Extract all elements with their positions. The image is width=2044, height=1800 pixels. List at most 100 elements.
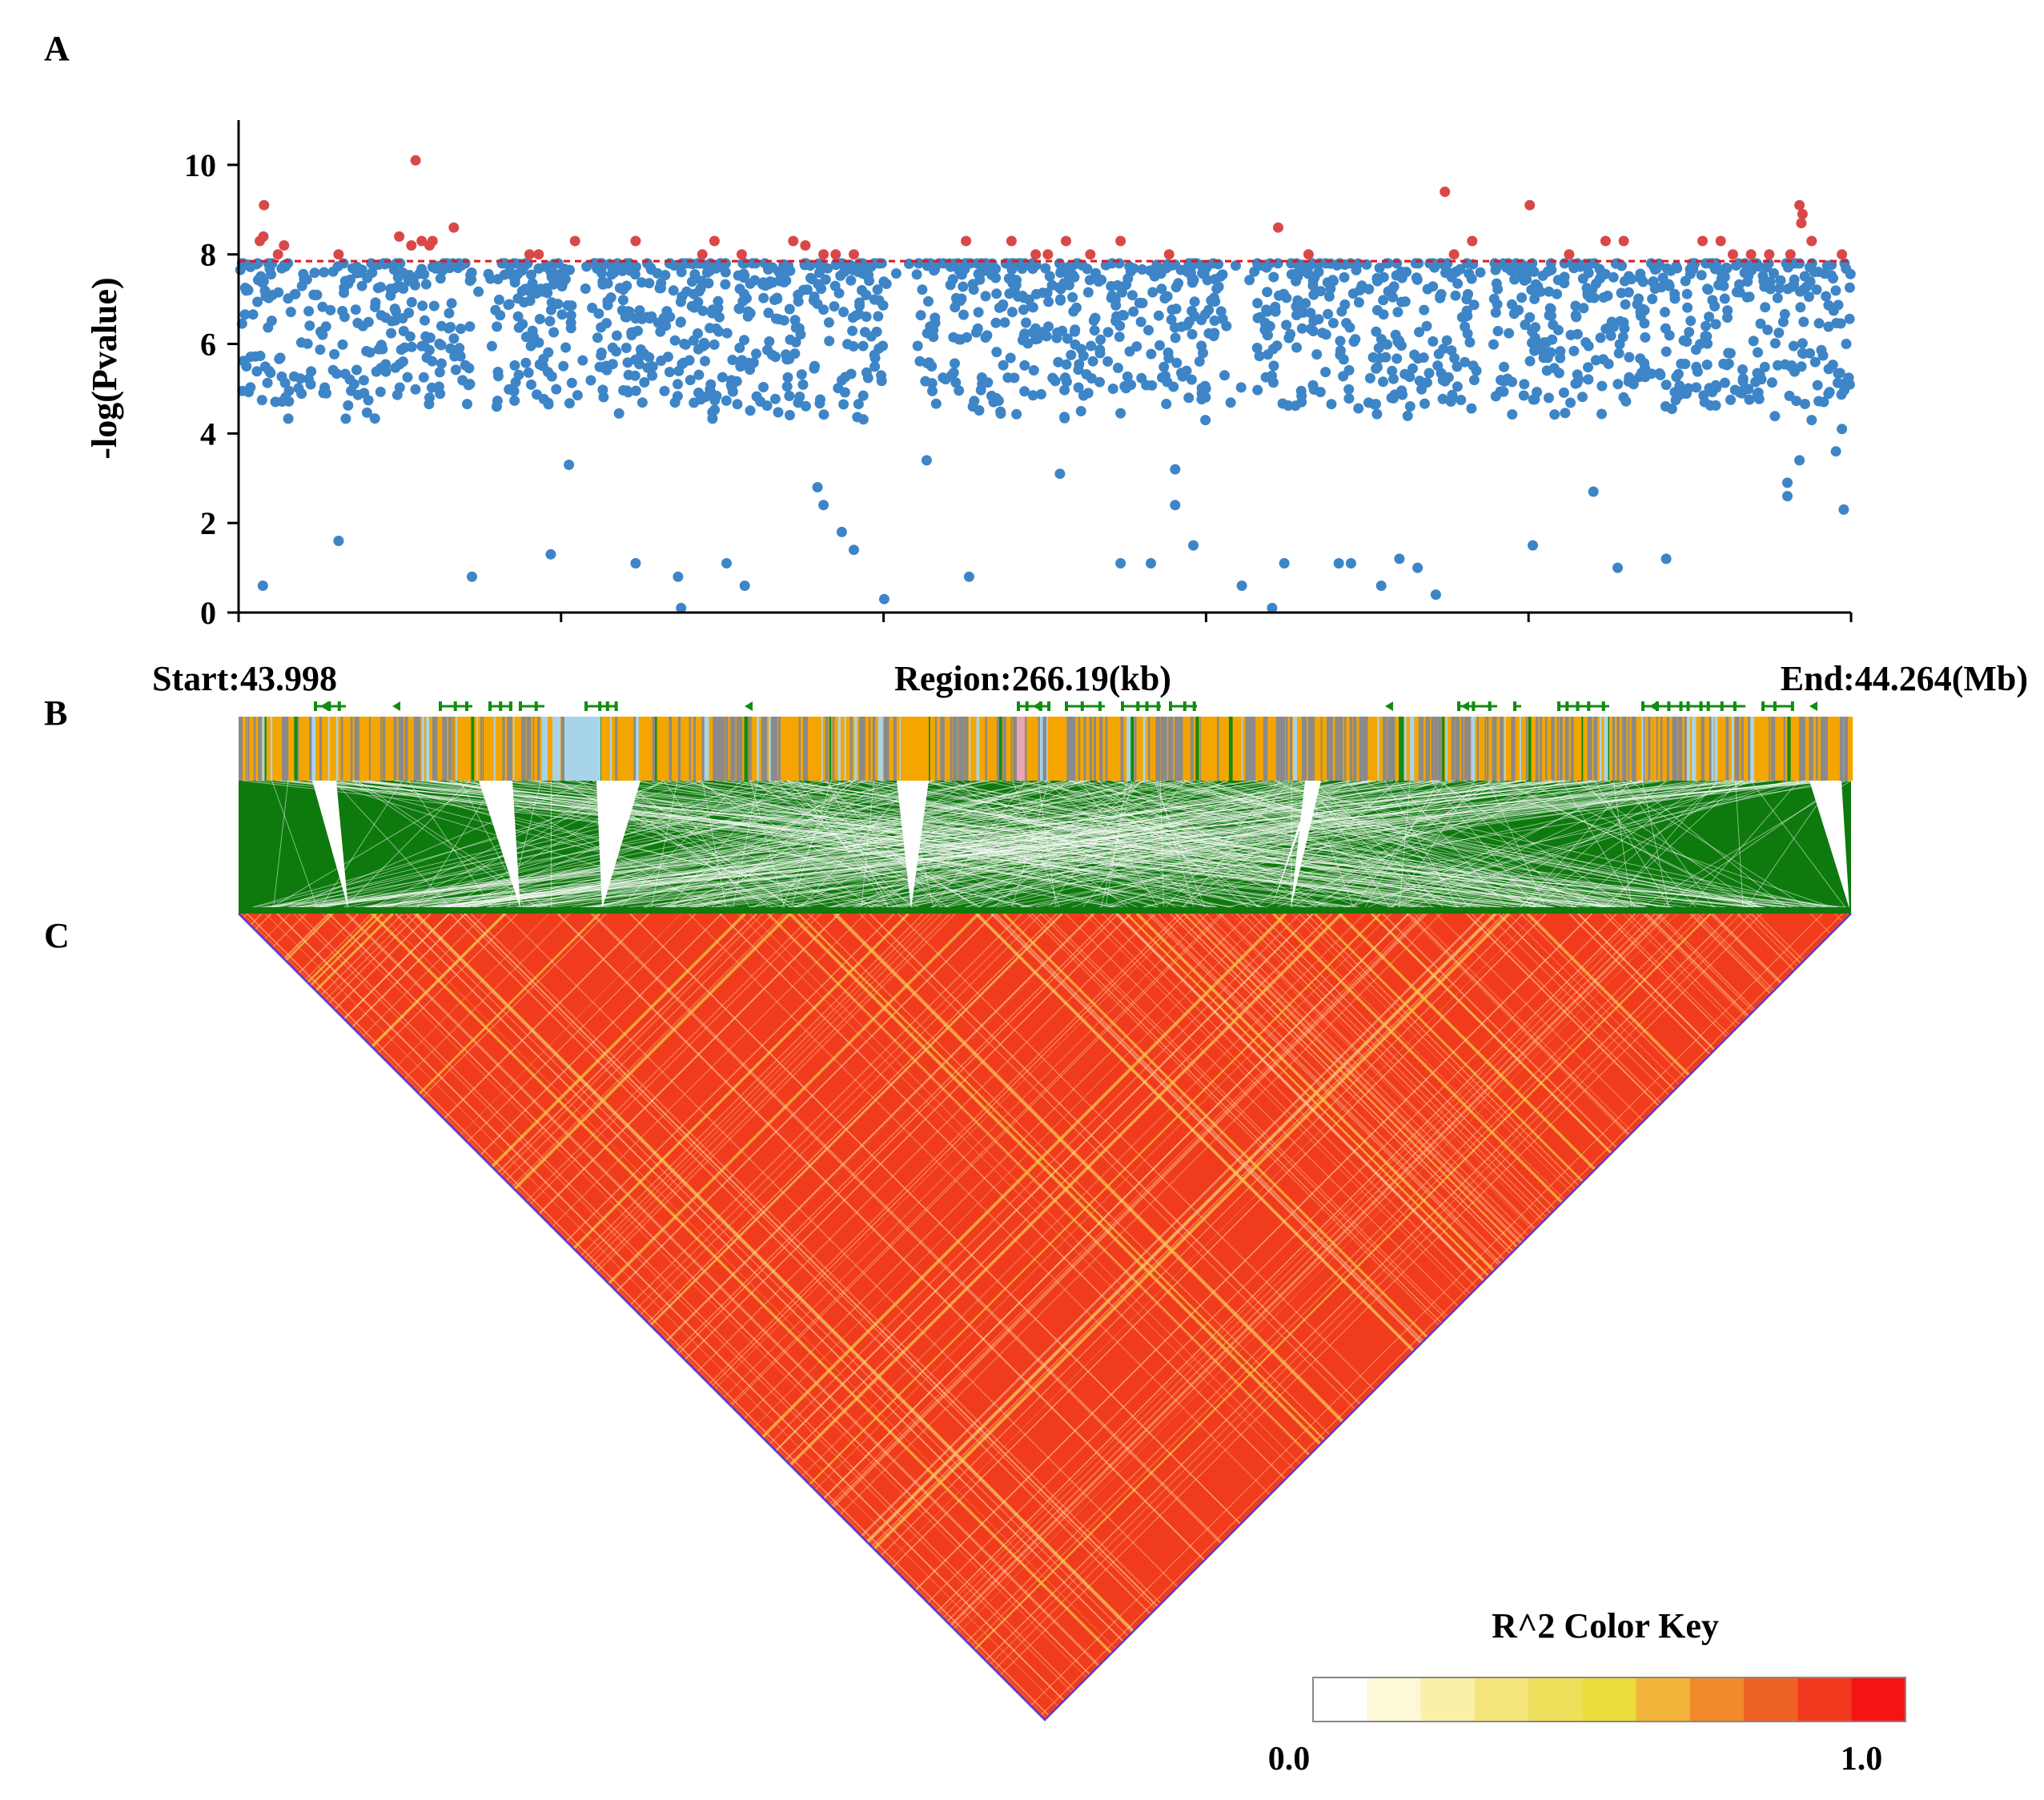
- annotation-track-mark: [615, 717, 619, 781]
- snp-point: [848, 341, 859, 352]
- snp-point: [1149, 271, 1160, 282]
- snp-point: [676, 602, 687, 613]
- annotation-track-mark: [1612, 717, 1615, 781]
- snp-point: [1766, 377, 1777, 388]
- snp-point: [1350, 334, 1361, 345]
- snp-point: [1508, 308, 1520, 319]
- annotation-track-mark: [1551, 717, 1555, 781]
- snp-point: [333, 536, 344, 546]
- gene-exon: [605, 701, 609, 711]
- snp-point: [1323, 308, 1334, 319]
- snp-point: [1323, 291, 1335, 302]
- annotation-track-mark: [737, 717, 743, 781]
- snp-point: [1544, 310, 1555, 321]
- snp-connector-line: [352, 780, 1765, 908]
- snp-point: [1811, 284, 1822, 295]
- snp-point: [419, 269, 430, 279]
- annotation-track-mark: [730, 717, 736, 781]
- snp-point: [605, 292, 616, 303]
- annotation-track-mark: [1793, 717, 1798, 781]
- snp-point: [630, 385, 641, 396]
- snp-point: [1115, 408, 1126, 419]
- ld-stripe: [1745, 914, 1851, 1720]
- annotation-track-mark: [1799, 717, 1804, 781]
- snp-point: [1352, 258, 1363, 269]
- snp-point: [1577, 392, 1588, 403]
- snp-point: [1375, 581, 1387, 591]
- gene-strand-arrow: [1461, 701, 1469, 711]
- annotation-track-mark: [1302, 717, 1305, 781]
- snp-point: [815, 394, 825, 405]
- snp-point: [673, 379, 683, 390]
- ld-stripe: [1756, 914, 1851, 1720]
- annotation-track-mark: [1743, 717, 1745, 781]
- snp-point: [1206, 295, 1217, 306]
- snp-point: [1267, 602, 1278, 613]
- snp-point: [741, 293, 752, 304]
- annotation-track-mark: [404, 717, 408, 781]
- snp-point: [930, 398, 942, 409]
- snp-point: [847, 325, 858, 336]
- snp-point: [1187, 305, 1198, 316]
- snp-point: [1841, 339, 1852, 349]
- annotation-track-mark: [1054, 717, 1058, 781]
- snp-point: [1235, 382, 1247, 393]
- snp-point: [630, 558, 641, 569]
- snp-point: [986, 390, 997, 401]
- snp-point: [621, 385, 632, 396]
- annotation-track-mark: [1424, 717, 1426, 781]
- snp-point: [1200, 415, 1211, 426]
- annotation-track-mark: [1637, 717, 1640, 781]
- annotation-track-mark: [1155, 717, 1161, 781]
- snp-point: [644, 278, 655, 289]
- snp-point: [1640, 363, 1650, 374]
- snp-connector-line: [663, 780, 751, 908]
- annotation-track-mark: [1221, 717, 1225, 781]
- ld-stripe: [239, 914, 550, 1720]
- annotation-track-mark: [1714, 717, 1719, 781]
- annotation-track-mark: [1741, 717, 1745, 781]
- annotation-track-mark: [1175, 717, 1180, 781]
- snp-point: [1832, 377, 1843, 388]
- snp-connector-line: [920, 780, 1554, 908]
- significant-snp-point: [709, 235, 720, 247]
- snp-point: [1844, 313, 1855, 324]
- snp-point: [1558, 387, 1569, 398]
- annotation-track-mark: [1016, 717, 1018, 781]
- snp-point: [1084, 275, 1095, 286]
- ld-stripe: [239, 914, 412, 1720]
- annotation-track-mark: [749, 717, 752, 781]
- ld-stripe: [1693, 914, 1851, 1720]
- snp-point: [1283, 400, 1294, 411]
- snp-connector-line: [932, 780, 1026, 908]
- snp-point: [817, 258, 827, 269]
- significant-snp-point: [1006, 235, 1017, 247]
- snp-point: [406, 341, 417, 352]
- snp-point: [1391, 258, 1403, 269]
- annotation-track-mark: [1190, 717, 1194, 781]
- annotation-track-mark: [884, 717, 888, 781]
- annotation-track-mark: [1287, 717, 1290, 781]
- snp-connector-line: [654, 780, 1308, 908]
- snp-point: [464, 379, 476, 390]
- ld-stripe: [1709, 914, 1851, 1720]
- snp-point: [1786, 360, 1797, 371]
- snp-point: [1387, 291, 1399, 303]
- ld-heatmap-base: [239, 914, 1851, 1720]
- gene-strand-arrow: [392, 701, 400, 711]
- snp-point: [1823, 364, 1834, 375]
- snp-point: [1612, 379, 1624, 390]
- annotation-track-mark: [612, 717, 616, 781]
- snp-point: [1090, 267, 1102, 279]
- annotation-track-mark: [946, 717, 948, 781]
- snp-point: [1371, 408, 1383, 420]
- annotation-track-mark: [1461, 717, 1464, 781]
- annotation-track-mark: [1750, 717, 1755, 781]
- ld-stripe: [371, 914, 1254, 1720]
- ld-stripe: [239, 914, 384, 1720]
- annotation-track-mark: [1484, 717, 1486, 781]
- snp-point: [1194, 356, 1205, 367]
- snp-connector-line: [325, 780, 914, 908]
- snp-point: [1769, 267, 1779, 279]
- snp-point: [1011, 408, 1022, 420]
